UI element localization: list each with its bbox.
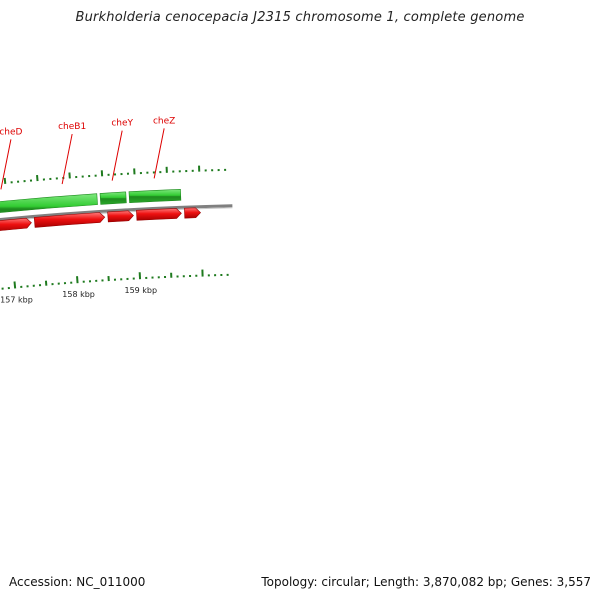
scale-tick bbox=[76, 276, 79, 284]
gene-label: cheB1 bbox=[58, 122, 86, 132]
scale-label: 157 kbp bbox=[0, 295, 33, 304]
gene-leader-line bbox=[153, 128, 165, 179]
reverse-feature-arrow bbox=[136, 208, 182, 221]
reverse-strand-track bbox=[0, 207, 201, 231]
topology-text: Topology: circular; Length: 3,870,082 bp… bbox=[261, 575, 591, 589]
scale-tick bbox=[13, 281, 17, 289]
gene-label: cheZ bbox=[153, 116, 175, 126]
reverse-feature-arrow bbox=[33, 212, 106, 228]
scale-label: 158 kbp bbox=[62, 290, 95, 299]
outer-tick bbox=[3, 177, 7, 185]
gene-leader-line bbox=[0, 139, 12, 190]
gene-leader-line bbox=[61, 133, 73, 185]
gene-leader-line bbox=[111, 130, 123, 181]
forward-feature bbox=[0, 193, 98, 213]
reverse-feature-arrow bbox=[184, 207, 201, 219]
gene-label: cheD bbox=[0, 127, 23, 137]
map-title: Burkholderia cenocepacia J2315 chromosom… bbox=[75, 10, 525, 25]
scale-label: 159 kbp bbox=[124, 286, 157, 295]
gene-label-layer: cheAcheWtarcheRcheDcheB1cheYcheZ bbox=[0, 116, 175, 190]
reverse-feature-arrow bbox=[0, 217, 32, 231]
forward-feature bbox=[99, 191, 127, 205]
forward-strand-track bbox=[0, 188, 182, 213]
outer-tick bbox=[36, 174, 39, 182]
backbone-line bbox=[0, 204, 233, 222]
forward-feature bbox=[128, 188, 182, 204]
accession-text: Accession: NC_011000 bbox=[9, 575, 146, 589]
reverse-feature-arrow bbox=[107, 210, 134, 223]
gene-label: cheY bbox=[111, 119, 133, 129]
scale-tick-ring: 152 kbp153 kbp154 kbp155 kbp156 kbp157 k… bbox=[0, 269, 229, 304]
